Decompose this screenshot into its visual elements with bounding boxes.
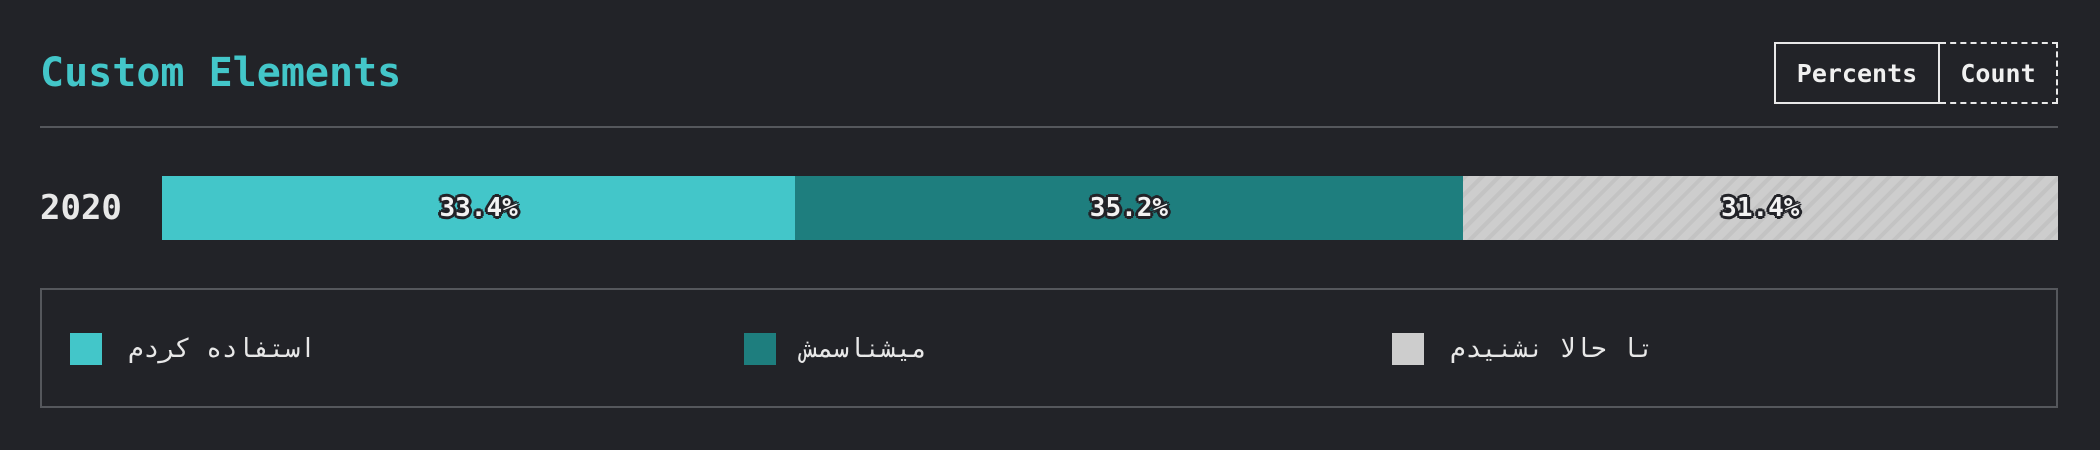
data-label-never-heard: 31.4% — [1721, 193, 1800, 223]
legend-item-never-heard[interactable]: تا حالا نشنیدم — [1392, 332, 1654, 366]
data-label-used: 33.4% — [439, 193, 518, 223]
legend-item-used[interactable]: استفاده کردم — [70, 332, 316, 366]
legend-label-never-heard: تا حالا نشنیدم — [1450, 334, 1654, 364]
data-label-know: 35.2% — [1089, 193, 1169, 223]
bar-row-label: 2020 — [40, 188, 122, 228]
legend-item-know[interactable]: میشناسمش — [744, 332, 927, 366]
stacked-bar: 33.4% 35.2% 31.4% — [162, 176, 2058, 240]
chart-legend: استفاده کردم میشناسمش تا حالا نشنیدم — [40, 288, 2058, 408]
display-mode-toggle: Percents Count — [1774, 42, 2058, 104]
legend-swatch-know — [744, 333, 776, 365]
bar-segment-used[interactable]: 33.4% — [162, 176, 796, 240]
legend-swatch-used — [70, 333, 102, 365]
legend-swatch-never-heard — [1392, 333, 1424, 365]
chart-header: Custom Elements Percents Count — [40, 42, 2058, 104]
bar-segment-know[interactable]: 35.2% — [795, 176, 1463, 240]
bar-segment-never-heard[interactable]: 31.4% — [1462, 176, 2058, 240]
percents-button[interactable]: Percents — [1774, 42, 1940, 104]
chart-title: Custom Elements — [40, 50, 402, 96]
count-button[interactable]: Count — [1940, 42, 2058, 104]
header-divider — [40, 126, 2058, 128]
legend-label-used: استفاده کردم — [128, 334, 316, 364]
legend-label-know: میشناسمش — [802, 334, 928, 364]
